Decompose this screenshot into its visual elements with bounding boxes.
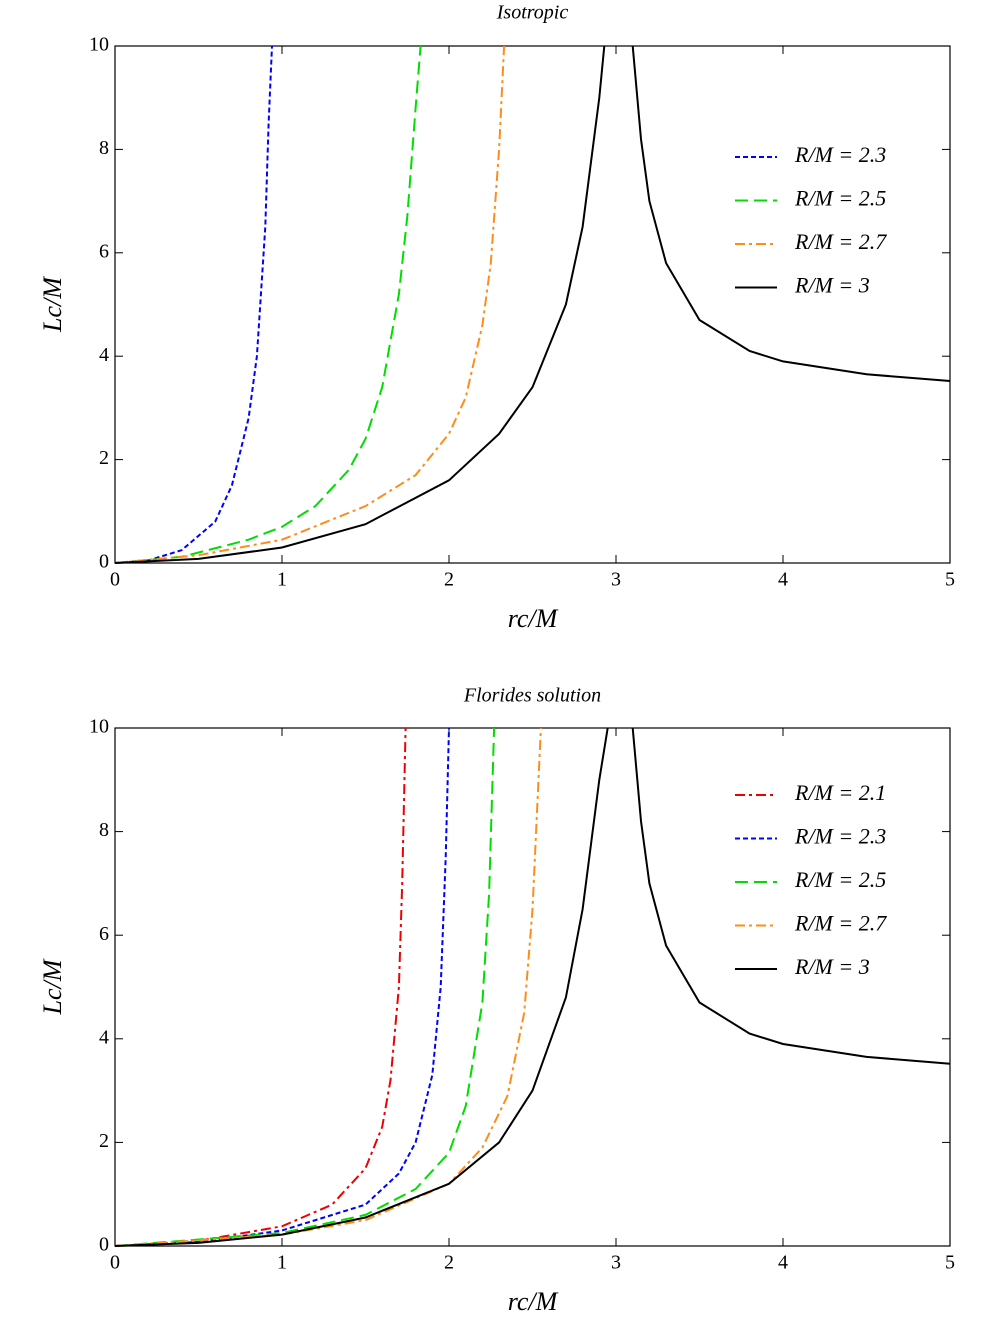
- legend-label: R/M = 2.5: [794, 867, 886, 892]
- y-tick-label: 8: [99, 137, 109, 159]
- y-tick-label: 0: [99, 1234, 109, 1256]
- x-tick-label: 2: [444, 1252, 454, 1274]
- legend-label: R/M = 3: [794, 954, 870, 979]
- legend-label: R/M = 2.3: [794, 142, 886, 167]
- x-tick-label: 4: [778, 569, 788, 591]
- series-line: [114, 727, 407, 1247]
- chart-title: Florides solution: [463, 685, 601, 707]
- x-tick-label: 5: [945, 1252, 955, 1274]
- y-tick-label: 0: [99, 551, 109, 573]
- series-line: [114, 727, 951, 1247]
- y-tick-label: 6: [99, 923, 109, 945]
- x-tick-label: 0: [110, 569, 120, 591]
- y-tick-label: 2: [99, 447, 109, 469]
- chart-panel: Florides solution 0 1 2 3 4 5 0 2 4 6 8 10 rc/M Lc/M R/…: [38, 685, 955, 1316]
- legend-label: R/M = 2.1: [794, 780, 886, 805]
- legend-label: R/M = 2.7: [794, 229, 887, 254]
- series-line: [114, 45, 506, 564]
- x-axis-label: rc/M: [508, 604, 559, 633]
- legend-label: R/M = 2.3: [794, 824, 886, 849]
- series-line: [114, 727, 496, 1247]
- y-tick-label: 2: [99, 1130, 109, 1152]
- plot-frame: [114, 727, 951, 1247]
- x-tick-label: 0: [110, 1252, 120, 1274]
- series-line: [114, 727, 542, 1247]
- legend-label: R/M = 2.7: [794, 911, 887, 936]
- y-tick-label: 6: [99, 240, 109, 262]
- legend-label: R/M = 3: [794, 273, 870, 298]
- series-line: [114, 45, 951, 564]
- legend-label: R/M = 2.5: [794, 186, 886, 211]
- x-axis-label: rc/M: [508, 1287, 559, 1316]
- x-tick-label: 1: [277, 569, 287, 591]
- series-line: [114, 45, 422, 564]
- plot-frame: [114, 45, 951, 564]
- y-tick-label: 10: [89, 716, 109, 738]
- x-tick-label: 2: [444, 569, 454, 591]
- x-tick-label: 4: [778, 1252, 788, 1274]
- y-axis-label: Lc/M: [38, 958, 67, 1015]
- x-tick-label: 5: [945, 569, 955, 591]
- x-tick-label: 3: [611, 1252, 621, 1274]
- chart-title: Isotropic: [496, 2, 569, 24]
- x-tick-label: 3: [611, 569, 621, 591]
- chart-panel: Isotropic 0 1 2 3 4 5 0 2 4 6 8 10 rc/M Lc/M R/M = 2.3 R…: [38, 2, 955, 633]
- x-tick-label: 1: [277, 1252, 287, 1274]
- y-tick-label: 4: [99, 1026, 109, 1048]
- series-line: [114, 45, 273, 564]
- y-tick-label: 10: [89, 34, 109, 56]
- y-tick-label: 8: [99, 819, 109, 841]
- y-tick-label: 4: [99, 344, 109, 366]
- y-axis-label: Lc/M: [38, 276, 67, 333]
